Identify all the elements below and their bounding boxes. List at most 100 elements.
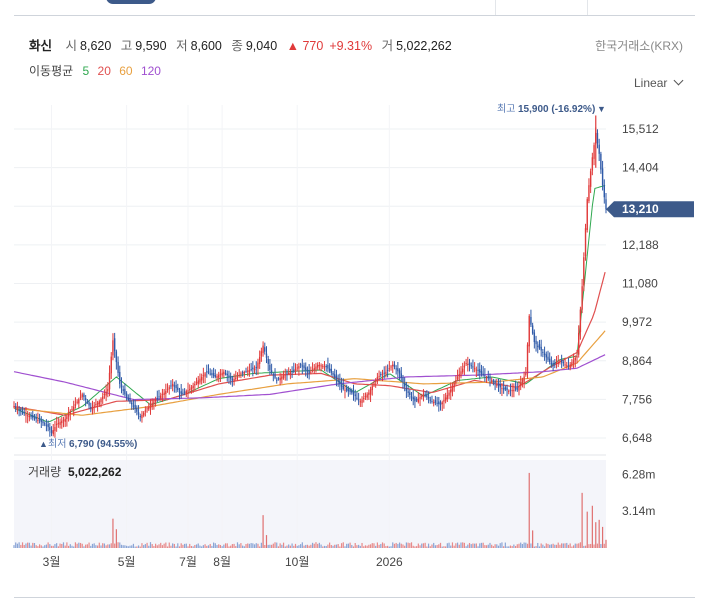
volume-bar	[207, 545, 210, 548]
volume-bar	[414, 546, 416, 548]
ma-20-legend[interactable]: 20	[97, 64, 111, 78]
volume-bar	[583, 545, 585, 548]
candle-body	[136, 407, 138, 412]
candle-body	[467, 364, 469, 366]
candle-body	[78, 399, 80, 404]
volume-bar	[274, 542, 276, 548]
candle-body	[120, 384, 123, 388]
candle-body	[260, 351, 263, 357]
volume-bar	[514, 545, 517, 548]
volume-bar	[368, 544, 370, 548]
candle-body	[293, 369, 295, 371]
candle-body	[33, 417, 36, 419]
candle-body	[526, 344, 529, 374]
ma-120-legend[interactable]: 120	[140, 64, 161, 78]
volume-bar	[344, 546, 346, 548]
candle-body	[475, 369, 478, 371]
volume-bar	[260, 542, 262, 548]
volume-bar	[526, 543, 529, 548]
volume-bar	[25, 543, 27, 548]
volume-bar	[276, 542, 278, 548]
candle-body	[86, 401, 89, 403]
volume-bar	[549, 544, 551, 548]
volume-bar	[416, 546, 418, 548]
volume-bar	[230, 545, 232, 548]
candle-body	[247, 370, 249, 372]
candle-body	[310, 371, 312, 373]
candle-body	[296, 367, 298, 369]
candle-body	[535, 340, 537, 345]
volume-bar	[277, 546, 280, 548]
volume-bar	[257, 543, 259, 548]
candle-body	[158, 396, 160, 398]
ma-5-legend[interactable]: 5	[82, 64, 90, 78]
volume-panel-label: 거래량	[28, 465, 61, 479]
candle-body	[67, 413, 70, 417]
candle-body	[490, 380, 493, 382]
volume-bar	[482, 542, 484, 548]
candle-body	[190, 387, 193, 390]
candle-body	[458, 374, 460, 377]
candle-body	[139, 416, 141, 418]
candle-body	[91, 406, 94, 411]
candle-body	[380, 374, 382, 376]
candle-body	[129, 398, 131, 403]
price-tick-label: 6,648	[622, 431, 652, 445]
candle-body	[397, 368, 399, 372]
volume-bar	[421, 543, 423, 548]
volume-bar	[361, 542, 363, 548]
candle-body	[376, 376, 379, 382]
volume-bar	[330, 545, 332, 548]
volume-bar	[269, 544, 271, 548]
volume-bar	[224, 543, 227, 548]
volume-bar	[366, 545, 368, 548]
candle-body	[330, 368, 333, 373]
candle-body	[235, 377, 237, 380]
volume-bar	[443, 546, 445, 548]
candle-body	[233, 379, 235, 382]
candle-body	[180, 391, 182, 395]
volume-bar	[359, 545, 361, 548]
candle-body	[388, 368, 391, 370]
candle-body	[502, 388, 505, 390]
volume-bar	[518, 543, 520, 548]
candle-body	[119, 371, 121, 384]
volume-bar	[50, 545, 53, 548]
candle-body	[57, 422, 60, 424]
volume-bar	[598, 519, 600, 548]
volume-bar	[472, 543, 474, 548]
candle-body	[71, 408, 73, 410]
candle-body	[386, 369, 389, 371]
candle-body	[578, 332, 580, 355]
active-tab-indicator[interactable]	[106, 0, 156, 4]
volume-bar	[56, 543, 58, 548]
volume-bar	[155, 543, 157, 548]
volume-bar	[387, 545, 389, 548]
candle-body	[436, 402, 438, 404]
candle-body	[351, 390, 353, 393]
volume-axis: 6.28m 3.14m	[622, 467, 655, 518]
top-tab-bar	[0, 0, 715, 16]
candle-body	[366, 394, 368, 398]
ma-60-legend[interactable]: 60	[119, 64, 133, 78]
candle-body	[175, 384, 177, 389]
volume-bar	[516, 544, 518, 548]
candle-body	[419, 397, 421, 399]
volume-bar	[219, 544, 222, 548]
candle-body	[166, 389, 169, 391]
volume-bar	[42, 546, 44, 548]
candle-body	[269, 364, 271, 370]
volume-bar	[378, 544, 380, 548]
volume-bar	[243, 546, 245, 548]
candle-body	[189, 389, 191, 391]
candle-body	[93, 405, 95, 407]
candle-body	[102, 396, 104, 400]
scale-dropdown[interactable]: Linear	[634, 75, 684, 90]
volume-bar	[520, 542, 522, 548]
volume-bar	[315, 542, 317, 548]
volume-bar	[540, 543, 542, 548]
candle-body	[13, 406, 15, 408]
candle-body	[444, 397, 447, 401]
candle-body	[100, 398, 102, 403]
